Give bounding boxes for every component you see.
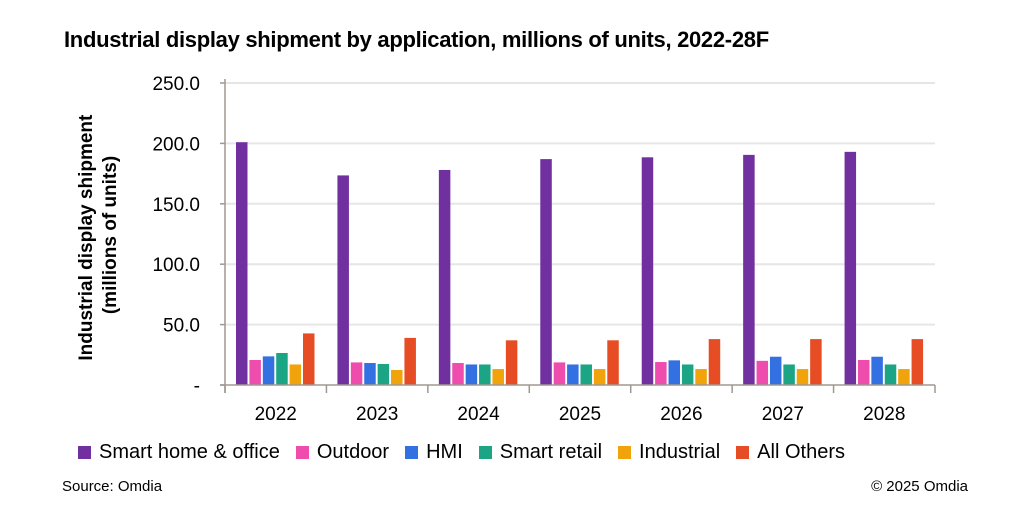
legend-swatch bbox=[618, 446, 632, 459]
bar-hmi-2025 bbox=[567, 364, 579, 385]
bar-hmi-2028 bbox=[871, 356, 883, 385]
legend-item: All Others bbox=[736, 441, 845, 464]
legend-item: Outdoor bbox=[295, 441, 390, 464]
bar-smart-retail-2022 bbox=[276, 352, 288, 385]
legend-label: Smart retail bbox=[499, 441, 603, 463]
copyright-note: © 2025 Omdia bbox=[871, 478, 968, 495]
legend-item: HMI bbox=[405, 441, 463, 464]
y-axis: - 50.0 100.0 150.0 200.0 250.0 bbox=[152, 74, 226, 397]
legend-item: Industrial bbox=[618, 441, 720, 464]
bar-all-others-2022 bbox=[303, 333, 315, 385]
y-tick-label: 150.0 bbox=[152, 195, 200, 216]
bar-industrial-2022 bbox=[289, 364, 302, 385]
legend-swatch bbox=[736, 446, 750, 459]
bar-smart-home-office-2026 bbox=[641, 157, 654, 385]
bar-industrial-2024 bbox=[492, 369, 504, 385]
bar-hmi-2022 bbox=[262, 356, 275, 385]
bar-all-others-2025 bbox=[607, 340, 619, 385]
bar-industrial-2027 bbox=[796, 369, 809, 385]
y-tick-label: 250.0 bbox=[152, 74, 200, 95]
bar-outdoor-2023 bbox=[350, 362, 363, 385]
source-note: Source: Omdia bbox=[62, 478, 163, 495]
bar-smart-home-office-2028 bbox=[844, 151, 857, 385]
legend-label: Smart home & office bbox=[99, 441, 280, 463]
legend-label: Outdoor bbox=[316, 441, 390, 463]
gridlines bbox=[225, 82, 935, 326]
legend-swatch bbox=[295, 446, 309, 459]
y-tick-label: - bbox=[194, 376, 200, 397]
x-tick-label: 2028 bbox=[863, 404, 905, 425]
bar-all-others-2023 bbox=[404, 337, 416, 385]
bar-outdoor-2022 bbox=[249, 359, 261, 385]
bar-smart-home-office-2023 bbox=[337, 175, 349, 385]
x-tick-label: 2025 bbox=[559, 404, 601, 425]
bar-smart-retail-2028 bbox=[884, 364, 897, 385]
legend-label: All Others bbox=[757, 441, 845, 463]
bar-smart-retail-2027 bbox=[783, 364, 795, 385]
bar-smart-home-office-2024 bbox=[438, 169, 451, 385]
bar-smart-home-office-2025 bbox=[540, 159, 552, 385]
legend-swatch bbox=[78, 446, 91, 459]
legend: Smart home & office Outdoor HMI Smart retai… bbox=[78, 441, 861, 464]
legend-swatch bbox=[405, 446, 419, 459]
bar-outdoor-2026 bbox=[655, 362, 667, 385]
legend-swatch bbox=[478, 446, 492, 459]
bar-outdoor-2028 bbox=[857, 359, 870, 385]
bar-smart-home-office-2022 bbox=[236, 142, 248, 385]
y-axis-label-line-2: (millions of units) bbox=[100, 156, 121, 314]
x-tick-label: 2023 bbox=[356, 404, 398, 425]
bar-smart-retail-2026 bbox=[681, 364, 694, 385]
x-tick-label: 2022 bbox=[255, 404, 297, 425]
y-axis-label-line-1: Industrial display shipment bbox=[76, 114, 97, 361]
legend-label: Industrial bbox=[639, 441, 721, 463]
x-tick-label: 2024 bbox=[457, 404, 500, 425]
bar-hmi-2026 bbox=[668, 360, 681, 385]
x-tick-label: 2026 bbox=[660, 404, 702, 425]
bar-outdoor-2025 bbox=[553, 362, 566, 385]
bar-outdoor-2024 bbox=[452, 363, 464, 385]
bar-industrial-2028 bbox=[898, 369, 910, 385]
bar-industrial-2025 bbox=[593, 369, 606, 385]
bar-smart-retail-2023 bbox=[377, 363, 390, 385]
bar-all-others-2027 bbox=[810, 339, 822, 385]
bar-smart-home-office-2027 bbox=[743, 154, 755, 385]
legend-item: Smart home & office bbox=[78, 441, 280, 464]
bar-smart-retail-2024 bbox=[479, 364, 491, 385]
bar-industrial-2026 bbox=[695, 369, 707, 385]
bar-smart-retail-2025 bbox=[580, 364, 592, 385]
y-tick-label: 200.0 bbox=[152, 134, 200, 155]
legend-label: HMI bbox=[426, 441, 463, 463]
legend-item: Smart retail bbox=[478, 441, 603, 464]
bar-industrial-2023 bbox=[391, 370, 403, 385]
y-tick-label: 50.0 bbox=[163, 316, 200, 337]
bar-hmi-2024 bbox=[465, 364, 478, 385]
bar-hmi-2027 bbox=[769, 356, 782, 385]
bar-hmi-2023 bbox=[364, 363, 376, 385]
bar-all-others-2026 bbox=[708, 339, 721, 385]
x-axis: 2022 2023 2024 2025 2026 2027 2028 bbox=[220, 384, 936, 425]
bar-all-others-2024 bbox=[505, 340, 518, 385]
y-axis-label: Industrial display shipment (millions of… bbox=[76, 109, 121, 360]
bars bbox=[236, 142, 924, 385]
y-tick-label: 100.0 bbox=[152, 255, 200, 276]
x-tick-label: 2027 bbox=[762, 404, 804, 425]
bar-outdoor-2027 bbox=[756, 360, 769, 385]
bar-all-others-2028 bbox=[911, 339, 924, 385]
chart-title: Industrial display shipment by applicati… bbox=[64, 27, 769, 52]
